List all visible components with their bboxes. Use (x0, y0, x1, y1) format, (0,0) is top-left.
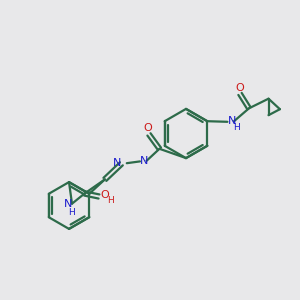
Text: O: O (235, 83, 244, 93)
Text: O: O (143, 123, 152, 134)
Text: H: H (107, 196, 114, 205)
Text: H: H (233, 123, 240, 132)
Text: N: N (113, 158, 122, 168)
Text: N: N (228, 116, 236, 126)
Text: O: O (100, 190, 109, 200)
Text: H: H (68, 208, 75, 217)
Text: N: N (64, 199, 73, 209)
Text: N: N (140, 156, 148, 167)
